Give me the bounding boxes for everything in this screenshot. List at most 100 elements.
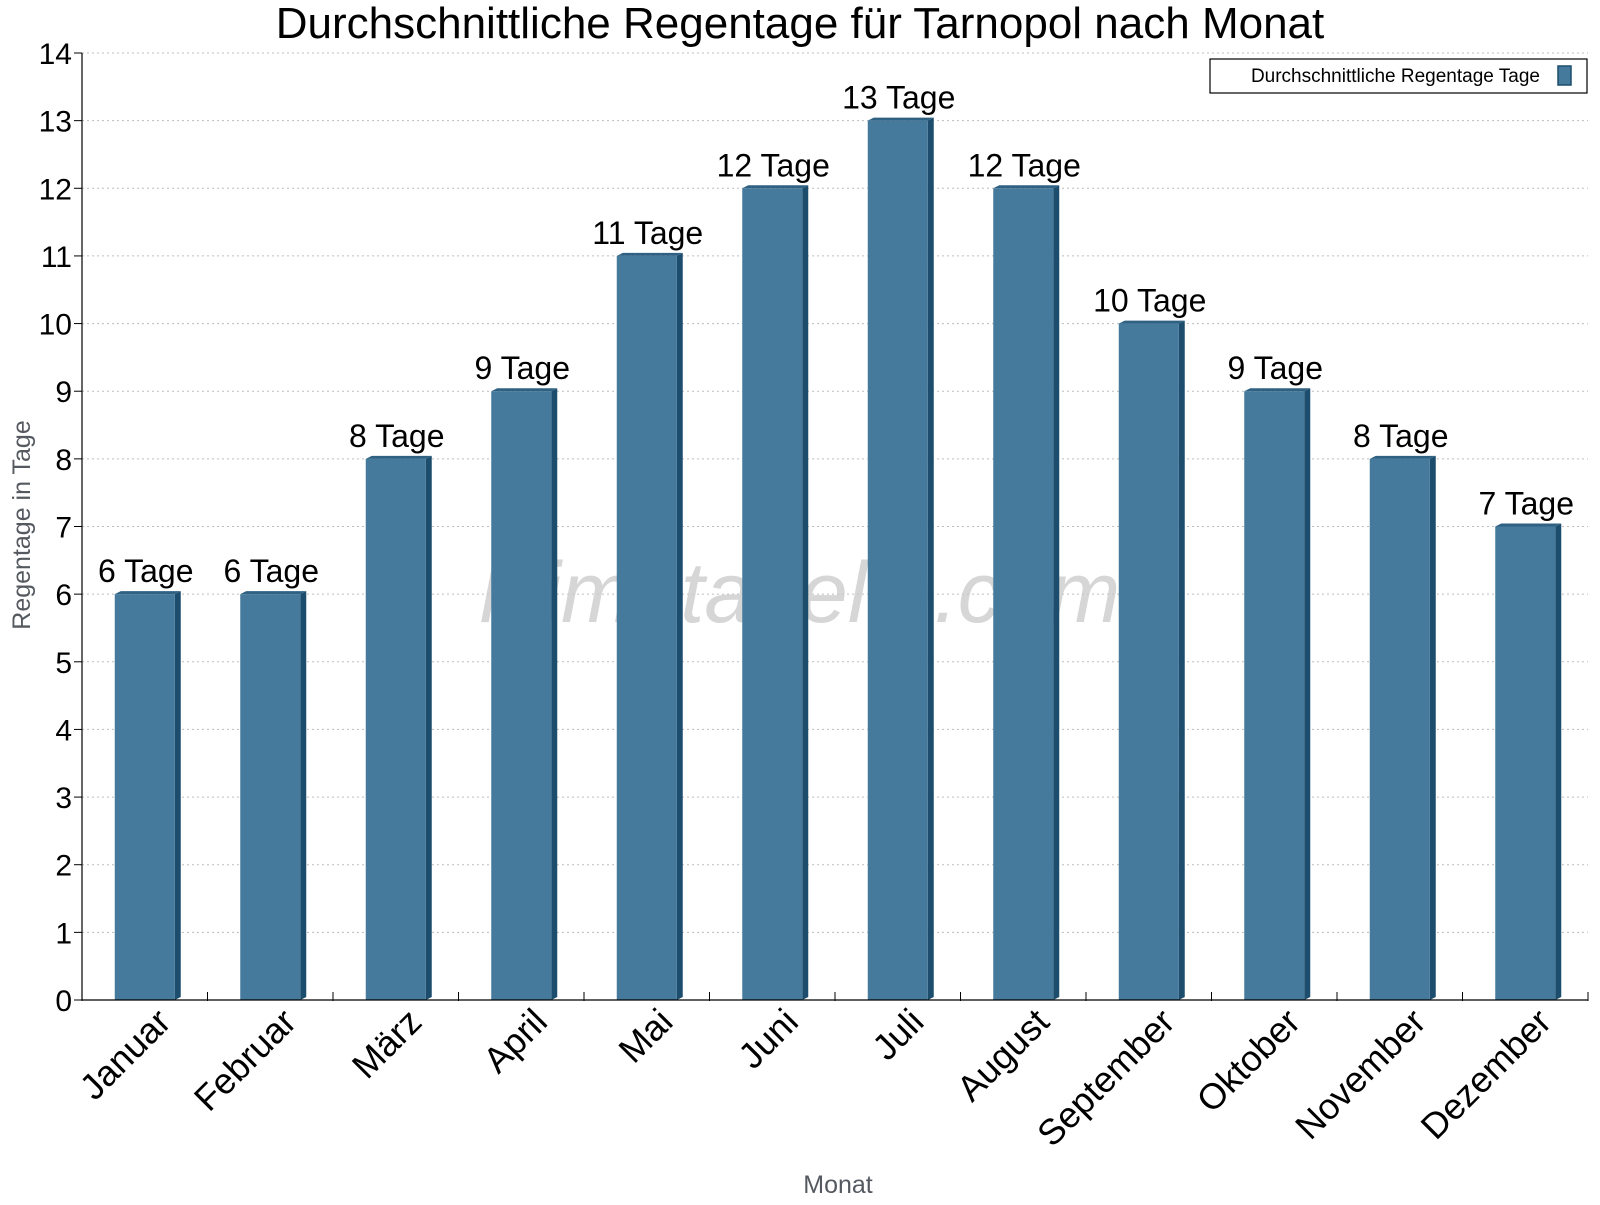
y-tick-label: 5: [55, 647, 72, 680]
bar-side: [174, 591, 181, 1000]
bar-side: [802, 185, 809, 1001]
y-tick-label: 12: [39, 173, 72, 206]
data-label: 9 Tage: [475, 350, 571, 386]
data-labels: 6 Tage 6 Tage 8 Tage 9 Tage 11 Tage 12 Tage 13…: [98, 80, 1574, 590]
y-tick-label: 0: [55, 985, 72, 1018]
bar-top: [867, 117, 934, 121]
x-tick-label: Mai: [610, 1001, 680, 1071]
data-label: 11 Tage: [592, 215, 703, 251]
bar-side: [927, 117, 934, 1000]
y-tick-label: 1: [55, 917, 72, 950]
x-tick-label: Januar: [72, 1001, 179, 1108]
data-label: 8 Tage: [349, 418, 445, 454]
y-tick-label: 8: [55, 444, 72, 477]
gridlines: [82, 52, 1588, 933]
data-label: 12 Tage: [717, 147, 830, 183]
bar-märz: [365, 455, 432, 1000]
bar-front: [1369, 458, 1430, 1000]
x-tick-label: März: [344, 1001, 430, 1087]
data-label: 12 Tage: [968, 147, 1081, 183]
bar-november: [1369, 455, 1436, 1000]
bar-top: [1369, 455, 1436, 459]
x-axis-label: Monat: [803, 1171, 873, 1199]
legend-swatch: [1557, 65, 1572, 86]
bar-januar: [114, 591, 181, 1000]
legend-label: Durchschnittliche Regentage Tage: [1251, 66, 1540, 87]
bar-mai: [616, 252, 683, 1000]
x-tick-label: April: [475, 1001, 555, 1081]
y-tick-label: 14: [39, 38, 72, 71]
bar-februar: [240, 591, 307, 1000]
y-tick-label: 11: [41, 241, 72, 274]
bar-side: [1304, 388, 1311, 1000]
y-tick-label: 13: [39, 106, 72, 139]
data-label: 6 Tage: [224, 553, 320, 589]
bar-front: [491, 391, 552, 1000]
bar-top: [616, 252, 683, 256]
bar-side: [300, 591, 307, 1000]
bar-juni: [742, 185, 809, 1001]
bar-front: [993, 188, 1054, 1001]
x-tick-label: Dezember: [1412, 1001, 1558, 1147]
bar-top: [240, 591, 307, 595]
y-tick-label: 4: [55, 714, 72, 747]
bar-top: [1495, 523, 1562, 527]
bar-front: [114, 594, 175, 1000]
bar-april: [491, 388, 558, 1000]
y-tick-label: 9: [55, 376, 72, 409]
legend-box: [1209, 58, 1588, 94]
x-tick-label: September: [1029, 1001, 1183, 1155]
axes: [74, 52, 1589, 1001]
y-tick-label: 3: [55, 782, 72, 815]
bar-front: [742, 188, 803, 1001]
bar-september: [1118, 320, 1185, 1001]
x-tick-label: August: [949, 1001, 1057, 1109]
chart-title: Durchschnittliche Regentage für Tarnopol…: [276, 0, 1324, 48]
y-axis-label: Regentage in Tage: [8, 420, 36, 629]
bar-top: [742, 185, 809, 189]
bar-top: [365, 455, 432, 459]
bar-side: [1429, 455, 1436, 1000]
data-label: 7 Tage: [1479, 486, 1575, 522]
x-tick-label: Oktober: [1188, 1001, 1308, 1121]
bar-front: [1118, 323, 1179, 1001]
y-tick-label: 2: [55, 850, 72, 883]
x-tick-label: Februar: [186, 1001, 304, 1119]
data-label: 8 Tage: [1353, 418, 1449, 454]
bar-top: [1118, 320, 1185, 324]
data-label: 10 Tage: [1093, 283, 1206, 319]
bar-juli: [867, 117, 934, 1000]
bar-side: [676, 252, 683, 1000]
bar-front: [1244, 391, 1305, 1000]
bar-front: [365, 458, 426, 1000]
legend: Durchschnittliche Regentage Tage: [1209, 58, 1588, 94]
bar-front: [240, 594, 301, 1000]
x-tick-label: Juni: [730, 1001, 806, 1077]
bar-front: [1495, 526, 1556, 1000]
x-tick-labels: Januar Februar März April Mai Juni Juli AugustS…: [72, 1001, 1559, 1155]
bar-side: [1555, 523, 1562, 1000]
data-label: 9 Tage: [1228, 350, 1324, 386]
bar-top: [491, 388, 558, 392]
bar-top: [993, 185, 1060, 189]
x-tick-label: Juli: [864, 1001, 931, 1068]
y-tick-label: 10: [39, 309, 72, 342]
bar-side: [1053, 185, 1060, 1001]
bar-side: [551, 388, 558, 1000]
bar-front: [616, 255, 677, 1000]
bar-top: [1244, 388, 1311, 392]
y-tick-label: 6: [55, 579, 72, 612]
bar-oktober: [1244, 388, 1311, 1000]
data-label: 6 Tage: [98, 553, 194, 589]
bar-front: [867, 120, 928, 1000]
y-tick-label: 7: [55, 512, 72, 545]
bar-top: [114, 591, 181, 595]
bar-august: [993, 185, 1060, 1001]
bar-dezember: [1495, 523, 1562, 1000]
bar-side: [1178, 320, 1185, 1001]
bars: [114, 117, 1562, 1001]
x-tick-label: November: [1287, 1001, 1433, 1147]
